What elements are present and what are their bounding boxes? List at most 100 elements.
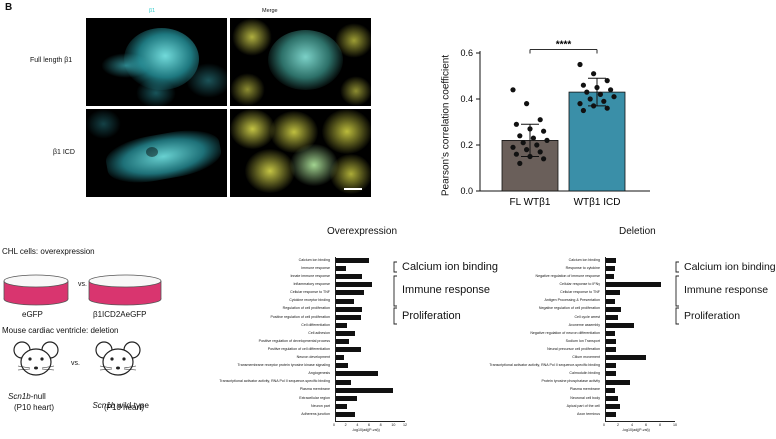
x-tick-label: 2 [344,423,347,427]
data-point [594,84,600,91]
hbar [335,282,372,288]
category-label: Cellular response to TNF [290,290,330,295]
dish-label-beta1icd: β1ICD2AeGFP [93,310,147,319]
panel-letter: B [5,2,13,13]
category-label: Immune response [301,265,330,270]
category-label: Axon terminus [577,411,600,416]
data-point [541,128,547,134]
data-point [608,87,614,93]
category-label: Plasma membrane [299,387,330,392]
hbar [605,379,631,385]
data-point [517,160,523,166]
data-point [544,137,550,143]
data-point [513,151,519,157]
mouse-label-wildtype: Scn1b wild-type [88,392,149,410]
hbar [335,258,369,263]
data-point [510,144,516,150]
hbar [335,403,347,409]
deletion-title: Deletion [619,226,656,237]
hbar [335,330,356,336]
data-point [517,133,523,139]
data-point [577,61,583,68]
y-axis [605,257,606,421]
data-point [587,96,593,102]
data-point [611,94,617,100]
genotype-suffix: wild-type [115,401,149,410]
mouse-sub-wildtype: (P10 heart) [104,403,145,412]
category-label: Response to cytokine [565,265,600,270]
hbar [605,274,615,280]
category-label: Cytokine receptor binding [289,298,330,303]
overexpression-chart: Calcium ion binding Immune response Innate… [170,255,410,439]
data-point [527,153,533,160]
group-label-proliferation-oe: Proliferation [402,310,461,322]
column-header-merge: Merge [262,8,278,14]
data-point [584,89,590,95]
hbar [605,395,618,401]
y-tick-label: 0.4 [460,94,473,104]
micrograph-icd-beta1 [86,109,227,197]
data-point [601,98,607,104]
setup-title-mouse: Mouse cardiac ventricle: deletion [2,326,119,335]
hbar [335,363,349,369]
mouse-label-null: Scn1b-null [8,392,46,401]
x-tick-label: FL WTβ1 [510,197,551,208]
y-tick-label: 0.6 [460,48,473,58]
data-point [527,126,533,132]
category-label: Transmembrane receptor protein tyrosine … [237,363,330,368]
data-point [513,121,519,127]
hbar [605,266,615,272]
data-point [524,147,530,153]
hbar [605,330,615,336]
dish-beta1icd [88,274,162,306]
hbar [605,363,617,369]
data-point [541,156,547,162]
group-label-immune-del: Immune response [684,284,769,296]
category-label: Protein tyrosine phosphatase activity [541,379,600,384]
micrograph-icd-merge [230,109,371,197]
category-label: Cell differentiation [301,322,330,327]
hbar [605,314,618,320]
category-label: Neuron development [296,355,330,359]
category-label: Extracellular region [299,395,330,400]
data-point [577,101,583,107]
category-label: Positive regulation of developmental pro… [258,338,330,343]
group-label-proliferation-del: Proliferation [684,310,741,322]
hbar [605,355,646,361]
y-axis [335,257,336,421]
x-tick-label: 2 [617,423,619,427]
hbar [605,387,615,393]
category-label: Positive regulation of cell differentiat… [267,346,330,351]
group-label-calcium-oe: Calcium ion binding [402,261,498,273]
hbar [335,395,358,401]
vs-label-cells: vs. [78,281,87,288]
x-tick-label: WTβ1 ICD [574,197,621,208]
row-label-icd: β1 ICD [53,149,75,156]
x-tick-label: 4 [631,423,633,427]
category-label: Angiogenesis [308,371,330,376]
dish-egfp [3,274,69,306]
data-point [537,117,543,123]
category-label: Cell adhesion [308,330,330,335]
category-label: Negative regulation of cell proliferatio… [538,306,600,311]
category-label: Inflammatory response [293,282,330,287]
hbar [605,371,616,377]
category-label: Positive regulation of cell proliferatio… [270,314,330,319]
hbar [605,339,616,344]
x-axis-label: -log10(adj(P-val)) [352,428,380,432]
hbar [335,290,364,296]
category-label: Sodium Ion Transport [565,338,600,343]
x-tick-label: 6 [645,423,647,427]
hbar [335,347,362,353]
x-tick-label: 10 [391,423,396,427]
category-label: Transcriptional activator activity, RNA … [489,363,600,368]
x-tick-label: 6 [368,423,370,427]
mouse-sub-null: (P10 heart) [14,403,55,412]
micrograph-full-length-beta1 [86,18,227,106]
data-point [537,149,543,155]
category-label: Neuron part [311,403,330,408]
data-point [524,101,530,107]
bar [568,91,626,192]
data-point [510,87,516,93]
category-label: Cellular response to TNF [560,290,600,295]
